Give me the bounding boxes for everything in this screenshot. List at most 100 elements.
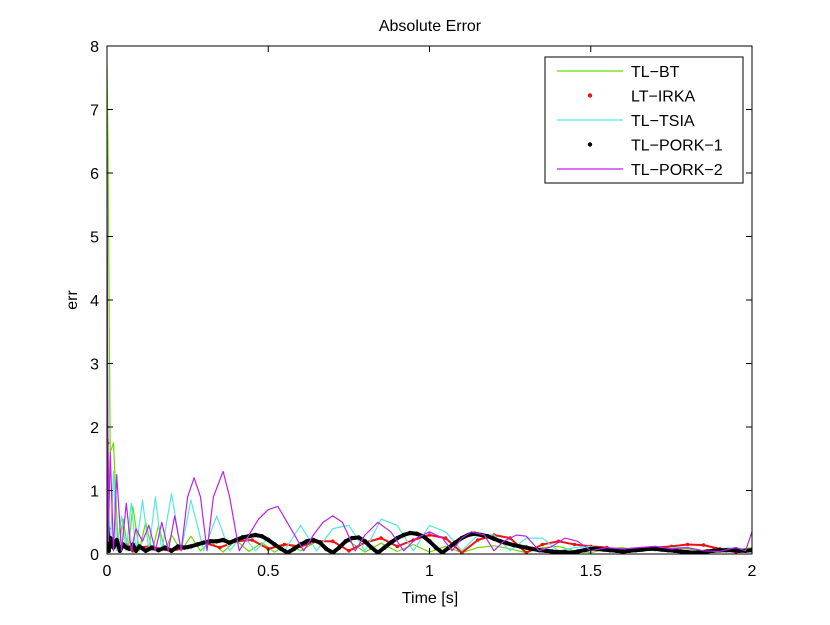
- data-point: [201, 540, 206, 545]
- y-tick-label: 7: [90, 103, 99, 120]
- legend-swatch: [587, 142, 593, 147]
- data-point: [311, 537, 316, 543]
- ticks-layer: 0 0.5 1 1.5 2 0 1 2 3 4 5 6 7 8: [90, 39, 756, 580]
- data-point: [640, 547, 645, 552]
- data-point: [466, 532, 471, 538]
- data-point: [498, 539, 503, 544]
- data-point: [356, 535, 361, 540]
- data-point: [259, 534, 264, 539]
- data-point: [133, 548, 139, 553]
- data-point: [504, 541, 510, 546]
- data-point: [620, 549, 626, 554]
- data-point: [427, 539, 432, 544]
- data-point: [343, 539, 348, 544]
- data-point: [453, 540, 458, 545]
- data-point: [572, 542, 577, 547]
- data-point: [685, 542, 690, 547]
- data-point: [349, 535, 355, 541]
- data-point: [433, 545, 439, 550]
- data-point: [227, 540, 232, 545]
- y-tick-label: 2: [90, 420, 99, 437]
- legend-label: TL−PORK−2: [631, 162, 723, 179]
- x-tick-label: 2: [748, 563, 757, 580]
- x-axis-label: Time [s]: [402, 590, 458, 607]
- data-point: [575, 549, 580, 554]
- data-point: [607, 548, 613, 553]
- data-point: [562, 549, 568, 554]
- y-tick-label: 4: [90, 293, 99, 310]
- data-point: [114, 537, 119, 543]
- data-point: [388, 540, 393, 545]
- data-point: [414, 531, 419, 536]
- data-point: [272, 542, 277, 547]
- data-point: [324, 546, 329, 552]
- data-point: [540, 542, 545, 547]
- data-point: [143, 548, 148, 553]
- data-point: [627, 548, 632, 553]
- data-point: [162, 545, 168, 550]
- legend-label: LT−IRKA: [631, 89, 696, 106]
- x-tick-label: 0: [103, 563, 112, 580]
- data-point: [401, 532, 406, 538]
- x-tick-label: 1.5: [580, 563, 602, 580]
- data-point: [214, 539, 219, 544]
- data-point: [543, 548, 548, 553]
- data-point: [208, 539, 213, 544]
- y-axis-label: err: [64, 290, 81, 310]
- data-point: [250, 538, 254, 542]
- data-point: [440, 550, 445, 554]
- chart-title: Absolute Error: [379, 18, 482, 35]
- data-point: [330, 550, 335, 554]
- legend-label: TL−BT: [631, 64, 680, 81]
- data-point: [188, 544, 194, 549]
- legend-swatch: [587, 93, 593, 98]
- data-point: [524, 550, 529, 554]
- y-tick-label: 5: [90, 230, 99, 247]
- data-point: [304, 539, 310, 544]
- legend-label: TL−TSIA: [631, 113, 695, 130]
- data-point: [124, 545, 129, 550]
- data-point: [175, 544, 181, 549]
- data-point: [291, 546, 297, 552]
- data-point: [382, 545, 387, 550]
- data-point: [331, 539, 335, 544]
- data-point: [530, 546, 535, 552]
- data-point: [285, 550, 290, 554]
- data-point: [395, 544, 400, 549]
- data-point: [685, 549, 690, 554]
- data-point: [646, 546, 651, 552]
- data-point: [317, 540, 323, 545]
- data-point: [491, 536, 497, 541]
- x-tick-label: 1: [425, 563, 434, 580]
- data-point: [156, 548, 161, 553]
- data-point: [195, 542, 200, 547]
- data-point: [375, 550, 381, 554]
- legend-label: TL−PORK−1: [631, 138, 723, 155]
- data-point: [749, 548, 752, 553]
- data-point: [476, 538, 480, 542]
- data-point: [240, 535, 245, 540]
- y-tick-label: 3: [90, 357, 99, 374]
- data-point: [659, 547, 664, 552]
- data-point: [407, 530, 413, 536]
- data-point: [369, 545, 374, 550]
- data-point: [137, 544, 142, 549]
- data-point: [182, 545, 187, 550]
- data-point: [337, 545, 342, 550]
- data-point: [511, 542, 516, 548]
- data-point: [672, 548, 677, 553]
- data-point: [549, 549, 555, 554]
- data-point: [379, 536, 383, 540]
- data-point: [108, 535, 113, 541]
- x-tick-label: 0.5: [257, 563, 279, 580]
- data-point: [443, 536, 448, 540]
- data-point: [460, 550, 464, 554]
- data-point: [427, 533, 432, 537]
- data-point: [218, 545, 222, 550]
- data-point: [253, 532, 258, 538]
- data-point: [691, 550, 697, 554]
- data-point: [362, 539, 368, 544]
- data-point: [517, 544, 522, 549]
- y-tick-label: 1: [90, 484, 99, 501]
